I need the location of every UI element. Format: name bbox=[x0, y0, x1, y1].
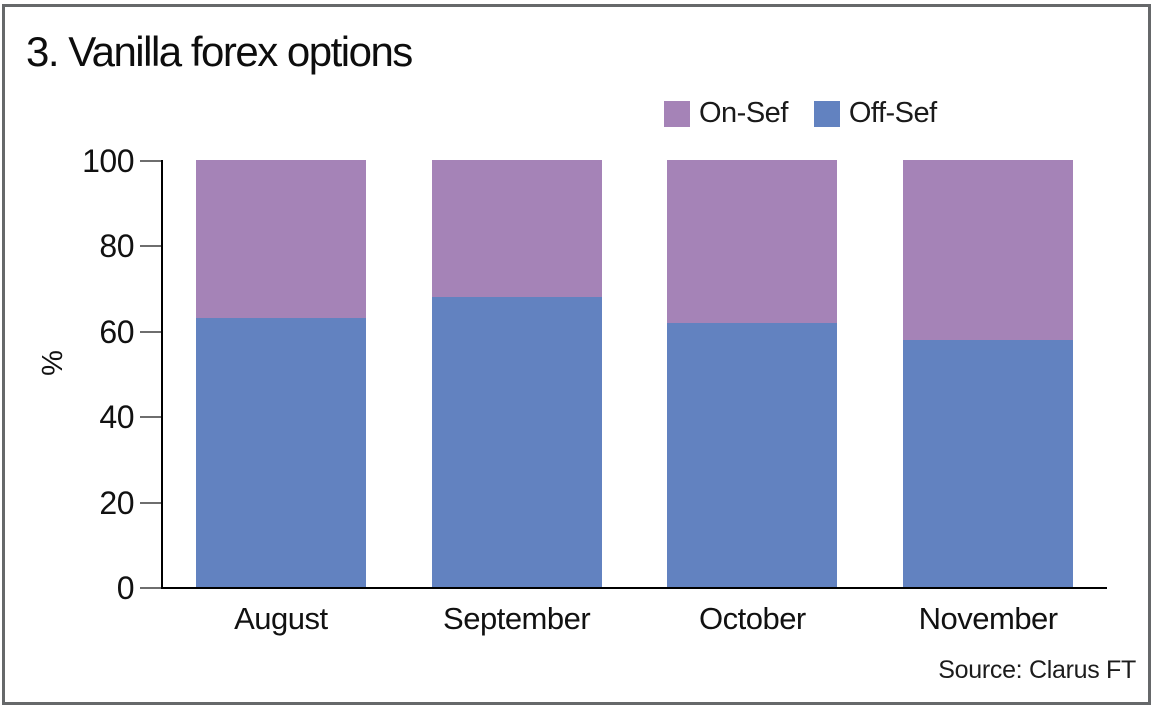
y-axis-tick-label: 60 bbox=[99, 313, 134, 350]
y-axis-tick bbox=[140, 587, 161, 589]
x-axis-label: October bbox=[698, 601, 806, 636]
legend-label-off-sef: Off-Sef bbox=[848, 97, 937, 129]
stacked-bar-november bbox=[903, 160, 1074, 588]
y-axis-line bbox=[161, 160, 163, 589]
segment-off-sef bbox=[431, 296, 602, 588]
bar-slot bbox=[870, 160, 1106, 588]
bar-slot bbox=[399, 160, 635, 588]
segment-off-sef bbox=[195, 318, 366, 588]
bar-slot bbox=[635, 160, 871, 588]
legend-item-off-sef: Off-Sef bbox=[813, 97, 937, 130]
y-axis-tick-label: 80 bbox=[99, 228, 134, 265]
y-axis-tick bbox=[140, 501, 161, 504]
segment-off-sef bbox=[667, 322, 838, 588]
x-axis-label: September bbox=[443, 601, 591, 636]
segment-on-sef bbox=[667, 160, 838, 323]
y-axis-tick-label: 100 bbox=[82, 143, 134, 179]
x-axis-label: August bbox=[234, 601, 328, 636]
y-axis-tick bbox=[140, 330, 161, 333]
x-axis-label: November bbox=[918, 601, 1058, 636]
bars bbox=[163, 160, 1106, 588]
segment-on-sef bbox=[431, 160, 602, 297]
bar-slot bbox=[163, 160, 399, 588]
legend-swatch-off-sef bbox=[813, 100, 840, 127]
legend-swatch-on-sef bbox=[664, 100, 690, 127]
segment-on-sef bbox=[903, 160, 1074, 340]
y-axis-tick-label: 0 bbox=[116, 570, 135, 606]
x-axis-labels: August September October November bbox=[163, 601, 1106, 637]
y-axis-tick bbox=[140, 416, 161, 419]
y-axis-tick bbox=[140, 245, 161, 248]
legend-label-on-sef: On-Sef bbox=[699, 97, 788, 129]
y-axis-tick bbox=[140, 160, 161, 162]
chart-title: 3. Vanilla forex options bbox=[26, 28, 413, 75]
segment-off-sef bbox=[903, 339, 1074, 588]
y-axis-title: % bbox=[37, 350, 69, 376]
y-axis-tick-label: 20 bbox=[99, 484, 134, 521]
y-axis-tick-label: 40 bbox=[99, 399, 134, 436]
stacked-bar-august bbox=[195, 160, 366, 588]
segment-on-sef bbox=[195, 160, 366, 319]
x-axis-line bbox=[161, 587, 1107, 589]
stacked-bar-september bbox=[431, 160, 602, 588]
legend: On-Sef Off-Sef bbox=[664, 97, 937, 130]
legend-item-on-sef: On-Sef bbox=[664, 97, 788, 130]
stacked-bar-october bbox=[667, 160, 838, 588]
source-note: Source: Clarus FT bbox=[938, 656, 1136, 684]
